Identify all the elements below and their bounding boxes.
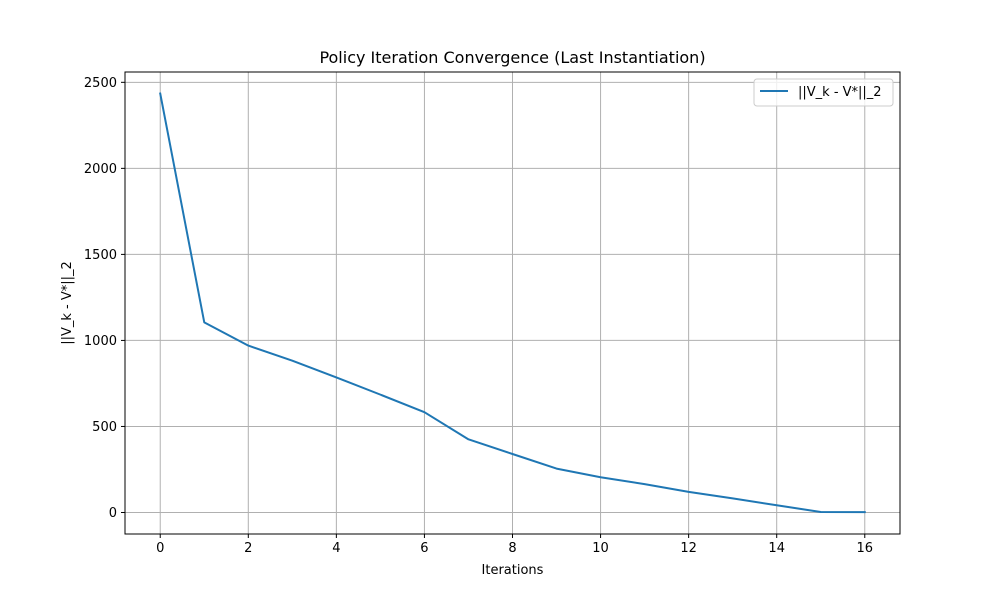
x-tick-label: 8	[508, 541, 516, 556]
x-tick-label: 6	[420, 541, 428, 556]
x-tick-label: 16	[856, 541, 873, 556]
y-tick-label: 2000	[84, 162, 117, 177]
x-tick-label: 0	[156, 541, 164, 556]
ticks: 0 2 4 6 8 10 12 14 16 0 500 1000 1500 2000 2500	[84, 76, 873, 556]
x-axis-label: Iterations	[482, 563, 544, 578]
y-axis-label: ||V_k - V*||_2	[60, 261, 75, 345]
y-tick-label: 1500	[84, 248, 117, 263]
grid	[125, 72, 900, 534]
legend-label: ||V_k - V*||_2	[798, 85, 882, 100]
x-tick-label: 10	[592, 541, 609, 556]
series-layer	[159, 92, 866, 514]
y-tick-label: 2500	[84, 76, 117, 91]
y-tick-label: 500	[92, 420, 117, 435]
chart-title: Policy Iteration Convergence (Last Insta…	[319, 48, 705, 67]
legend-box	[753, 78, 894, 107]
y-tick-label: 1000	[84, 334, 117, 349]
series-line	[159, 92, 866, 514]
y-tick-label: 0	[109, 506, 117, 521]
x-tick-label: 14	[768, 541, 785, 556]
legend: ||V_k - V*||_2	[753, 78, 894, 107]
x-tick-label: 12	[680, 541, 697, 556]
x-tick-label: 2	[244, 541, 252, 556]
x-tick-label: 4	[332, 541, 340, 556]
